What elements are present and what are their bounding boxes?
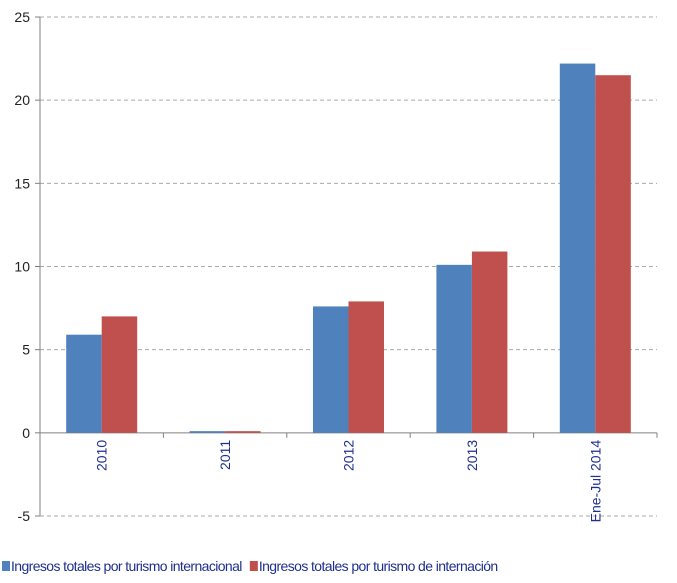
y-tick-label: -5: [18, 508, 31, 524]
bar: [595, 75, 631, 433]
legend-label: Ingresos totales por turismo internacion…: [11, 558, 242, 574]
y-tick-label: 15: [14, 175, 30, 191]
x-tick-label: 2011: [217, 440, 233, 470]
bar: [436, 264, 472, 433]
bar: [313, 306, 349, 433]
bar: [348, 301, 384, 433]
y-tick-label: 5: [22, 342, 30, 358]
legend-label: Ingresos totales por turismo de internac…: [259, 558, 498, 574]
bar: [559, 63, 596, 433]
y-tick-label: 20: [14, 92, 30, 108]
legend-swatch: [249, 561, 258, 571]
x-tick-label: Ene-Jul 2014: [587, 440, 603, 523]
x-tick-label: 2010: [94, 440, 110, 471]
bar: [66, 334, 102, 433]
x-tick-label: 2013: [464, 440, 480, 471]
legend-swatch: [2, 561, 10, 571]
bar: [189, 431, 226, 433]
bar: [471, 251, 508, 433]
bar: [101, 316, 138, 433]
y-tick-label: 25: [14, 9, 30, 25]
y-tick-label: 0: [22, 425, 30, 441]
x-tick-label: 2012: [341, 440, 357, 471]
y-tick-label: 10: [14, 259, 30, 275]
bar: [225, 431, 261, 433]
